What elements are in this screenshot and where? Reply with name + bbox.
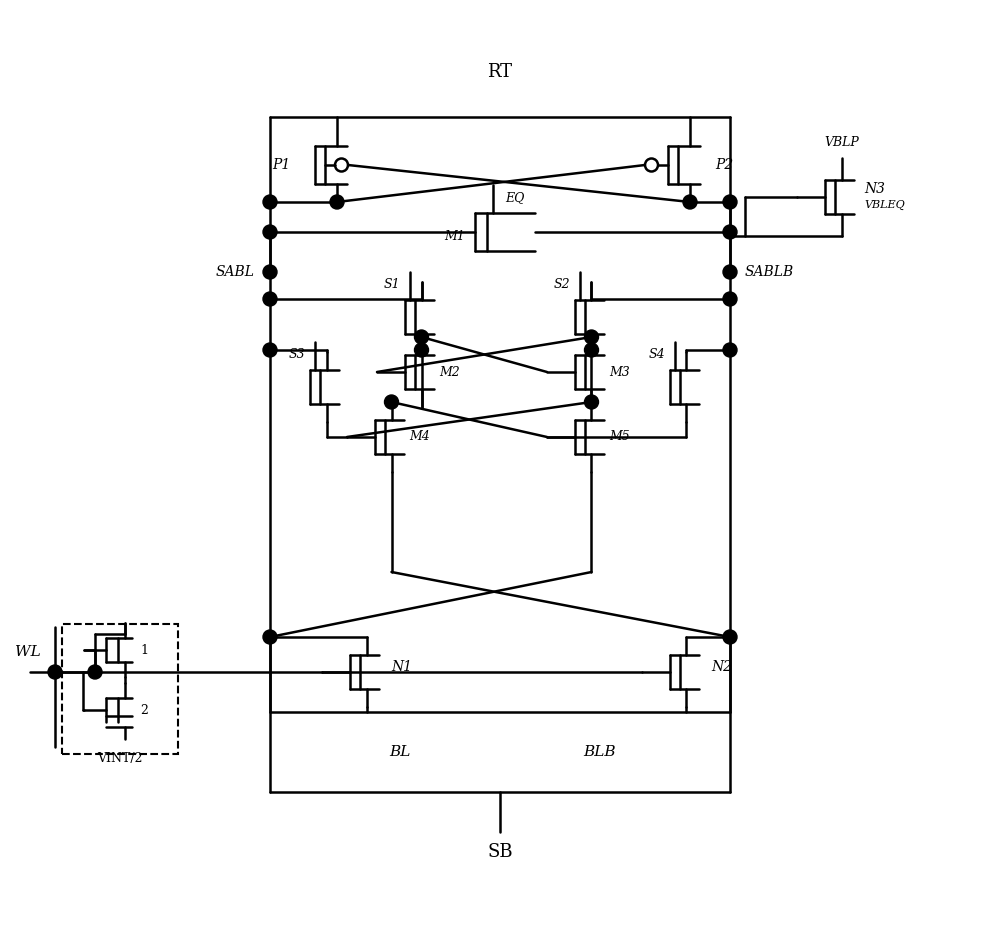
Circle shape <box>584 330 598 344</box>
Text: S3: S3 <box>288 349 305 362</box>
Circle shape <box>723 225 737 239</box>
Text: S2: S2 <box>553 278 570 291</box>
Circle shape <box>263 292 277 306</box>
Circle shape <box>385 395 399 409</box>
Circle shape <box>88 665 102 679</box>
Text: N2: N2 <box>711 660 732 674</box>
Circle shape <box>263 630 277 644</box>
Circle shape <box>415 330 428 344</box>
Circle shape <box>330 195 344 209</box>
Text: 2: 2 <box>140 704 148 717</box>
Text: P1: P1 <box>272 158 290 172</box>
Text: M4: M4 <box>409 430 430 443</box>
Text: BLB: BLB <box>584 745 616 759</box>
Text: M3: M3 <box>609 365 630 378</box>
Text: N1: N1 <box>391 660 412 674</box>
Text: 1: 1 <box>140 643 148 656</box>
Text: EQ: EQ <box>505 192 524 205</box>
Circle shape <box>584 343 598 357</box>
Circle shape <box>263 343 277 357</box>
Text: SABLB: SABLB <box>745 265 794 279</box>
Text: S1: S1 <box>383 278 400 291</box>
Circle shape <box>723 343 737 357</box>
Circle shape <box>683 195 697 209</box>
Text: BL: BL <box>389 745 411 759</box>
Text: VINT/2: VINT/2 <box>97 752 143 765</box>
Text: SB: SB <box>487 843 513 861</box>
Circle shape <box>723 630 737 644</box>
Text: S4: S4 <box>648 349 665 362</box>
Text: M1: M1 <box>444 231 465 244</box>
Circle shape <box>263 225 277 239</box>
Text: VBLEQ: VBLEQ <box>864 200 905 210</box>
Circle shape <box>48 665 62 679</box>
Circle shape <box>263 265 277 279</box>
Circle shape <box>723 195 737 209</box>
Text: M5: M5 <box>609 430 630 443</box>
Text: P2: P2 <box>715 158 733 172</box>
Circle shape <box>723 265 737 279</box>
Text: M2: M2 <box>439 365 460 378</box>
Text: WL: WL <box>15 645 41 659</box>
Text: SABL: SABL <box>216 265 255 279</box>
Text: RT: RT <box>488 63 512 81</box>
Circle shape <box>584 395 598 409</box>
Circle shape <box>723 292 737 306</box>
Circle shape <box>263 195 277 209</box>
Text: VBLP: VBLP <box>824 136 859 149</box>
Text: N3: N3 <box>864 182 885 196</box>
Circle shape <box>415 343 428 357</box>
